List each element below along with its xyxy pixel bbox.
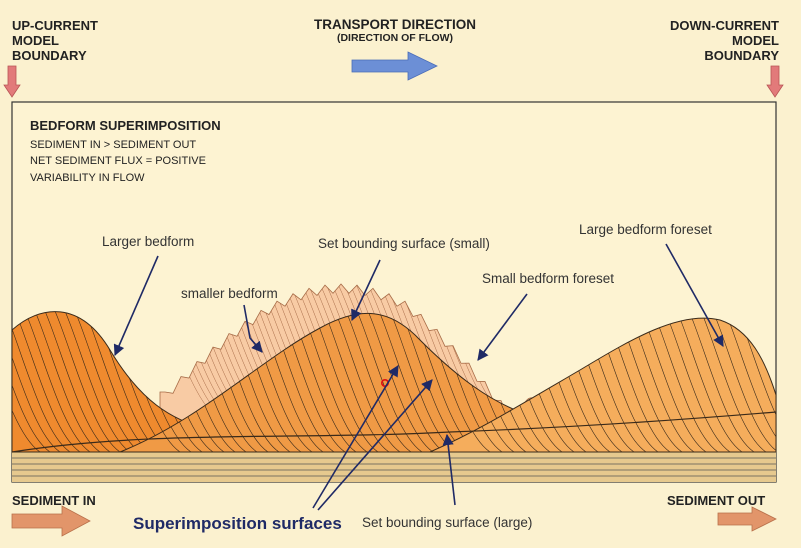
superimposition-surfaces-label: Superimposition surfaces	[133, 514, 342, 533]
set-bounding-surface-large-line	[11, 411, 777, 453]
arrow-small-foreset	[477, 293, 528, 361]
foreset-line	[12, 311, 51, 452]
foreset-line	[623, 318, 695, 452]
foreset-line	[59, 311, 131, 452]
inset-line-flux: NET SEDIMENT FLUX = POSITIVE	[30, 155, 206, 167]
foreset-line	[340, 313, 412, 452]
sediment-in-arrow	[11, 505, 91, 537]
foreset-line	[635, 318, 707, 452]
foreset-line	[695, 318, 767, 452]
foreset-line	[29, 311, 101, 452]
set-bounding-surface-small-label: Set bounding surface (small)	[318, 236, 490, 251]
inset-line-sediment: SEDIMENT IN > SEDIMENT OUT	[30, 139, 197, 151]
arrow-set-bounding-small	[351, 259, 381, 322]
transport-direction-label: TRANSPORT DIRECTION (DIRECTION OF FLOW)	[314, 17, 476, 44]
arrow-set-bounding-large	[442, 433, 456, 506]
foreset-line	[12, 311, 71, 452]
sediment-in-label: SEDIMENT IN	[12, 493, 96, 508]
down-current-boundary-label: DOWN-CURRENT MODEL BOUNDARY	[669, 18, 779, 63]
larger-bedform-label: Larger bedform	[102, 234, 195, 249]
smaller-bedform-label: smaller bedform	[181, 286, 278, 301]
arrow-superimp-2	[317, 379, 433, 511]
foreset-line	[780, 300, 801, 452]
foreset-line	[12, 311, 41, 452]
foreset-line	[719, 318, 776, 452]
sediment-out-label: SEDIMENT OUT	[667, 493, 766, 508]
foreset-line	[731, 318, 776, 452]
foreset-line	[611, 318, 683, 452]
foreset-line	[373, 313, 445, 452]
foreset-line	[647, 318, 719, 452]
foreset-line	[551, 318, 623, 452]
foreset-line	[527, 318, 599, 452]
large-bedform-foreset-label: Large bedform foreset	[579, 222, 712, 237]
foreset-line	[563, 318, 635, 452]
arrow-large-foreset	[665, 243, 724, 347]
set-bounding-surface-large-label: Set bounding surface (large)	[362, 515, 533, 530]
foreset-line	[659, 318, 731, 452]
foreset-line	[362, 313, 434, 452]
small-bedform-foreset-label: Small bedform foreset	[482, 271, 615, 286]
arrow-smaller-bedform	[243, 304, 263, 353]
foreset-line	[12, 311, 61, 452]
inset-title: BEDFORM SUPERIMPOSITION	[30, 118, 221, 133]
arrow-larger-bedform	[113, 255, 159, 357]
large-bedform-foresets	[430, 300, 801, 452]
up-current-boundary-label: UP-CURRENT MODEL BOUNDARY	[12, 18, 98, 63]
foreset-line	[707, 318, 776, 452]
foreset-line	[587, 318, 659, 452]
annotation-arrows	[113, 243, 724, 511]
sediment-out-arrow	[717, 506, 777, 532]
base-strata	[12, 452, 776, 482]
foreset-line	[599, 318, 671, 452]
foreset-line	[575, 318, 647, 452]
foreset-line	[539, 318, 611, 452]
up-current-boundary-arrow	[3, 65, 21, 98]
foreset-line	[683, 318, 755, 452]
flow-direction-arrow	[351, 51, 438, 81]
arrow-superimp-1	[312, 365, 399, 509]
foreset-line	[671, 318, 743, 452]
inset-line-variability: VARIABILITY IN FLOW	[30, 172, 145, 184]
down-current-boundary-arrow	[766, 65, 784, 98]
